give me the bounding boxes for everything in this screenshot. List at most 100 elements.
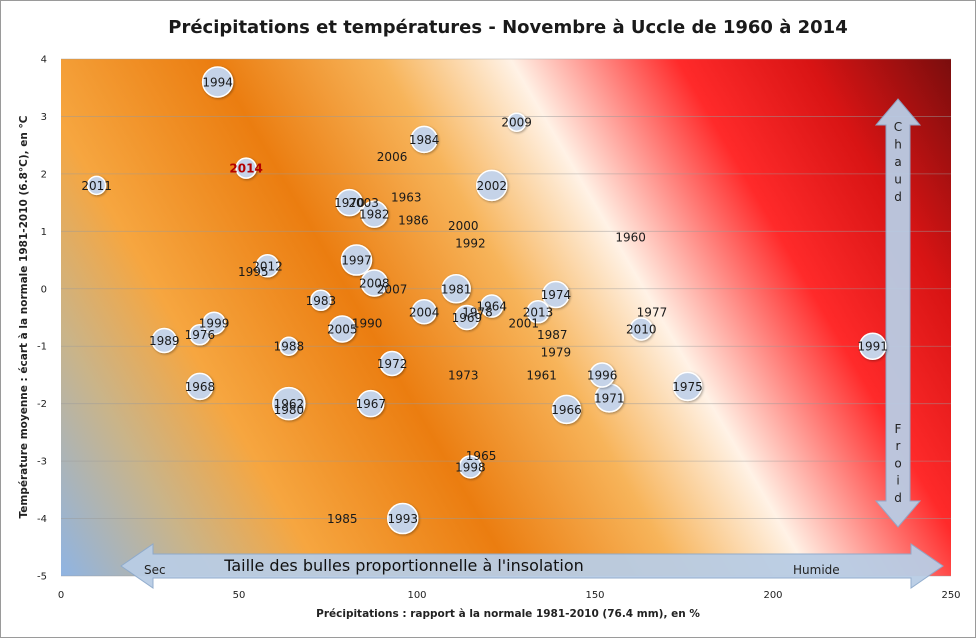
bubble xyxy=(151,327,177,354)
bubble-label: 2001 xyxy=(509,317,540,331)
bubble xyxy=(410,125,438,154)
bubble-label: 1982 xyxy=(359,208,390,222)
bubble xyxy=(356,389,385,418)
bubble-label: 1991 xyxy=(857,340,888,354)
bubble xyxy=(551,394,582,425)
x-tick-labels: 0 50 100 150 200 250 xyxy=(58,590,961,601)
bubble-label: 1980 xyxy=(274,403,305,417)
bubble-label: 2011 xyxy=(81,179,112,193)
bubble xyxy=(629,317,654,341)
bubble-label: 1974 xyxy=(541,288,572,302)
bubble xyxy=(387,502,419,535)
bubble xyxy=(310,289,332,312)
bubble xyxy=(542,280,570,309)
wet-label: Humide xyxy=(793,563,840,577)
x-axis-label: Précipitations : rapport à la normale 19… xyxy=(316,608,700,620)
bubble xyxy=(858,332,887,360)
bubble xyxy=(235,157,257,179)
bubble-label: 1993 xyxy=(387,512,418,526)
bubble-label: 2008 xyxy=(359,277,390,291)
y-tick-label: -3 xyxy=(37,457,47,468)
vertical-letter: r xyxy=(896,439,901,453)
bubble-label: 1970 xyxy=(334,196,365,210)
vertical-arrow-shape xyxy=(874,98,922,528)
y-tick-label: -5 xyxy=(37,572,47,583)
x-tick-label: 150 xyxy=(585,590,604,601)
bubble-label: 1968 xyxy=(185,380,216,394)
bubble-label: 1976 xyxy=(185,328,216,342)
bubble-label: 1979 xyxy=(541,345,572,359)
bubble-label: 1985 xyxy=(327,512,358,526)
bubble-label: 1971 xyxy=(594,391,625,405)
bubble xyxy=(186,372,214,401)
bubble xyxy=(272,386,306,421)
bubble-label: 1960 xyxy=(615,231,646,245)
vertical-letter: d xyxy=(894,190,902,204)
vertical-letter: C xyxy=(894,120,902,134)
y-tick-label: 4 xyxy=(41,55,47,66)
bubble-label: 2013 xyxy=(523,305,554,319)
bubble-label: 1978 xyxy=(462,305,493,319)
y-tick-label: -4 xyxy=(37,514,47,525)
vertical-letter: o xyxy=(894,456,901,470)
bubble-label: 1988 xyxy=(274,340,305,354)
bubble xyxy=(202,311,226,335)
bubble-label: 1981 xyxy=(441,282,472,296)
y-tick-label: 2 xyxy=(41,169,47,180)
bubble xyxy=(526,300,550,324)
x-tick-label: 200 xyxy=(763,590,782,601)
bubble xyxy=(255,254,280,278)
bubble-label: 1989 xyxy=(149,334,180,348)
bubble-label: 1983 xyxy=(306,294,337,308)
bubble-label: 2002 xyxy=(476,179,507,193)
bubble-label: 2000 xyxy=(448,219,479,233)
bubble xyxy=(328,315,356,343)
bubble-label: 2007 xyxy=(377,282,408,296)
bubble xyxy=(201,66,234,98)
bubble xyxy=(360,200,389,228)
y-tick-label: -2 xyxy=(37,399,47,410)
bubble-label: 1964 xyxy=(476,300,507,314)
bubble-label: 1963 xyxy=(391,190,422,204)
y-tick-label: 0 xyxy=(41,284,47,295)
horizontal-arrow-shape xyxy=(120,543,944,589)
y-tick-label: 3 xyxy=(41,112,47,123)
bubble-label: 1965 xyxy=(466,449,497,463)
bubble-label: 2012 xyxy=(252,259,283,273)
bubble xyxy=(86,175,107,196)
vertical-letter: h xyxy=(894,138,902,152)
bubble-label: 1977 xyxy=(637,305,668,319)
bubble xyxy=(360,269,389,297)
vertical-letter: i xyxy=(896,474,899,488)
bubble xyxy=(476,169,508,202)
bubble-label: 1990 xyxy=(352,317,383,331)
bubble-label: 2004 xyxy=(409,305,440,319)
y-axis-label: Température moyenne : écart à la normale… xyxy=(18,115,30,518)
bubble xyxy=(441,274,471,304)
bubbles xyxy=(86,66,887,535)
bubble-label: 2006 xyxy=(377,150,408,164)
bubble-label: 1984 xyxy=(409,133,440,147)
bubble xyxy=(340,244,373,276)
bubble-label: 1992 xyxy=(455,236,486,250)
bubble-label: 1969 xyxy=(452,311,483,325)
x-tick-label: 100 xyxy=(407,590,426,601)
bubble-label: 1996 xyxy=(587,368,618,382)
bubble xyxy=(480,294,504,318)
insolation-note: Taille des bulles proportionnelle à l'in… xyxy=(223,556,584,575)
vertical-letter: d xyxy=(894,491,902,505)
bubble xyxy=(672,371,703,402)
bubble-label: 1994 xyxy=(202,75,233,89)
y-tick-label: -1 xyxy=(37,342,47,353)
bubble xyxy=(454,304,480,331)
chart-title: Précipitations et températures - Novembr… xyxy=(168,17,847,38)
bubble xyxy=(589,362,615,388)
bubble-label: 2014 xyxy=(229,162,262,176)
bubble-label: 1961 xyxy=(526,368,557,382)
y-tick-label: 1 xyxy=(41,227,47,238)
bubble xyxy=(335,188,364,217)
bubble-label: 1997 xyxy=(341,254,372,268)
